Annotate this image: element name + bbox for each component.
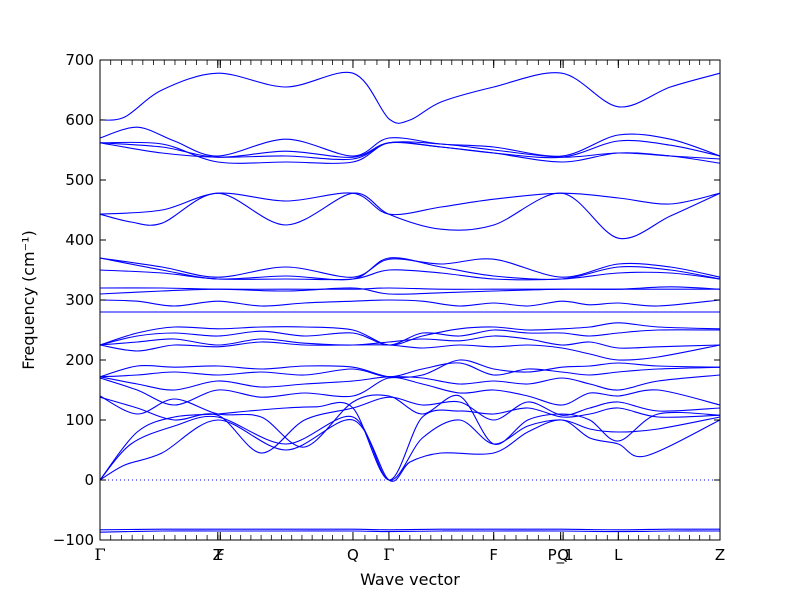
phonon-branch-7 <box>99 396 721 454</box>
phonon-branch-4 <box>99 415 721 481</box>
x-tick-label: Z <box>213 546 223 564</box>
phonon-branch-28 <box>99 126 721 157</box>
phonon-branch-22 <box>99 257 721 278</box>
phonon-branch-9 <box>99 374 721 391</box>
x-tick-label: Γ <box>383 545 394 564</box>
ticks-group <box>99 59 721 541</box>
phonon-branch-8 <box>99 377 721 406</box>
y-tick-label: 400 <box>65 231 94 249</box>
phonon-branch-1 <box>99 530 721 533</box>
x-tick-label: Q <box>347 546 359 564</box>
y-tick-label: 0 <box>84 471 94 489</box>
phonon-branch-11 <box>99 359 721 379</box>
x-axis-label: Wave vector <box>360 570 460 589</box>
x-tick-labels: Γ ZF Q Γ F P_1Q L Z <box>94 545 725 565</box>
x-tick-label: P_1 <box>548 546 574 565</box>
y-tick-label: 700 <box>65 51 94 69</box>
phonon-branch-10 <box>99 362 721 378</box>
y-tick-label: 600 <box>65 111 94 129</box>
phonon-branch-17 <box>99 299 721 307</box>
phonon-branch-12 <box>99 341 721 361</box>
x-tick-label: F <box>489 546 498 564</box>
phonon-branch-19 <box>99 287 720 290</box>
x-tick-label: L <box>614 546 623 564</box>
phonon-branch-6 <box>99 394 721 448</box>
x-tick-label: Z <box>715 546 725 564</box>
y-tick-label: 100 <box>65 411 94 429</box>
phonon-branch-3 <box>99 419 721 482</box>
phonon-branch-13 <box>99 335 721 349</box>
phonon-branch-27 <box>99 139 721 159</box>
phonon-branch-24 <box>99 192 721 216</box>
x-tick-label: F <box>216 546 225 564</box>
y-tick-labels: −100 0 100 200 300 400 500 600 700 <box>53 51 94 549</box>
y-tick-label: 500 <box>65 171 94 189</box>
series-group <box>99 71 721 533</box>
y-tick-label: 200 <box>65 351 94 369</box>
x-tick-label: Q <box>557 546 569 564</box>
y-axis-label: Frequency (cm⁻¹) <box>19 230 38 369</box>
x-tick-label: Γ <box>94 545 105 564</box>
phonon-branch-15 <box>99 322 721 346</box>
phonon-branch-2 <box>99 528 721 531</box>
phonon-branch-14 <box>99 329 721 346</box>
y-tick-label: −100 <box>53 531 94 549</box>
phonon-branch-29 <box>99 71 721 124</box>
y-tick-label: 300 <box>65 291 94 309</box>
